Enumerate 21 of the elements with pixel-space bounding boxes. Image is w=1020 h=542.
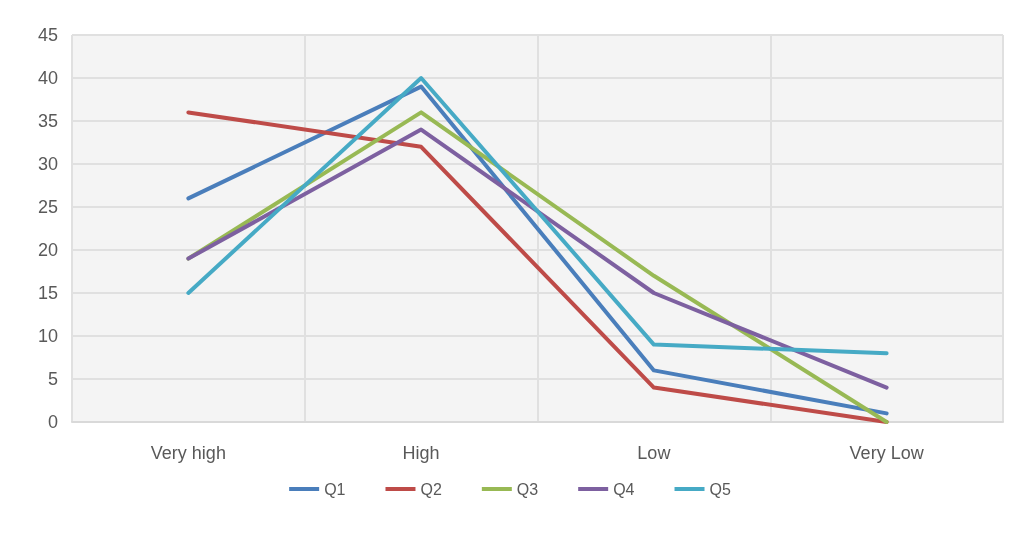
y-tick-label: 40 bbox=[37, 68, 58, 88]
y-tick-label: 10 bbox=[37, 326, 58, 346]
legend-label: Q3 bbox=[516, 480, 539, 498]
y-tick-label: 25 bbox=[37, 197, 58, 217]
line-series bbox=[186, 76, 889, 356]
y-tick-label: 0 bbox=[47, 412, 58, 432]
y-tick-label: 20 bbox=[37, 240, 58, 260]
legend-label: Q2 bbox=[420, 480, 442, 498]
line-series bbox=[186, 127, 889, 390]
y-tick-label: 5 bbox=[47, 369, 58, 389]
legend-label: Q5 bbox=[709, 480, 731, 498]
x-tick-label: High bbox=[402, 443, 440, 463]
x-tick-label: Very Low bbox=[849, 443, 925, 463]
y-tick-label: 45 bbox=[37, 25, 58, 45]
legend-label: Q1 bbox=[324, 480, 346, 498]
y-tick-label: 35 bbox=[37, 111, 58, 131]
y-tick-label: 30 bbox=[37, 154, 58, 174]
x-tick-label: Low bbox=[637, 443, 672, 463]
y-tick-label: 15 bbox=[37, 283, 58, 303]
legend-label: Q4 bbox=[613, 480, 635, 498]
x-tick-label: Very high bbox=[150, 443, 226, 463]
